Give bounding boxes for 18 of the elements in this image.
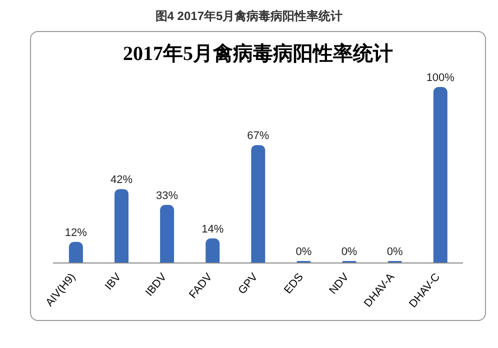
chart-subtitle: 2017年5月禽病毒病阳性率统计 — [122, 42, 394, 67]
bar — [251, 145, 266, 263]
x-tick-label: IBV — [103, 270, 124, 293]
bar — [160, 204, 174, 263]
data-label: 12% — [64, 226, 88, 239]
bar — [433, 87, 448, 263]
data-label: 33% — [156, 190, 178, 202]
data-label: 14% — [202, 223, 224, 236]
data-label: 0% — [341, 246, 358, 258]
data-label: 0% — [386, 246, 403, 258]
data-label: 100% — [426, 72, 455, 84]
chart-title: 图4 2017年5月禽病毒病阳性率统计 — [154, 8, 344, 25]
bar — [206, 238, 220, 263]
data-label: 42% — [110, 174, 133, 186]
data-label: 0% — [296, 246, 312, 258]
bar — [114, 189, 128, 263]
data-label: 67% — [247, 130, 270, 142]
bar — [68, 242, 83, 263]
